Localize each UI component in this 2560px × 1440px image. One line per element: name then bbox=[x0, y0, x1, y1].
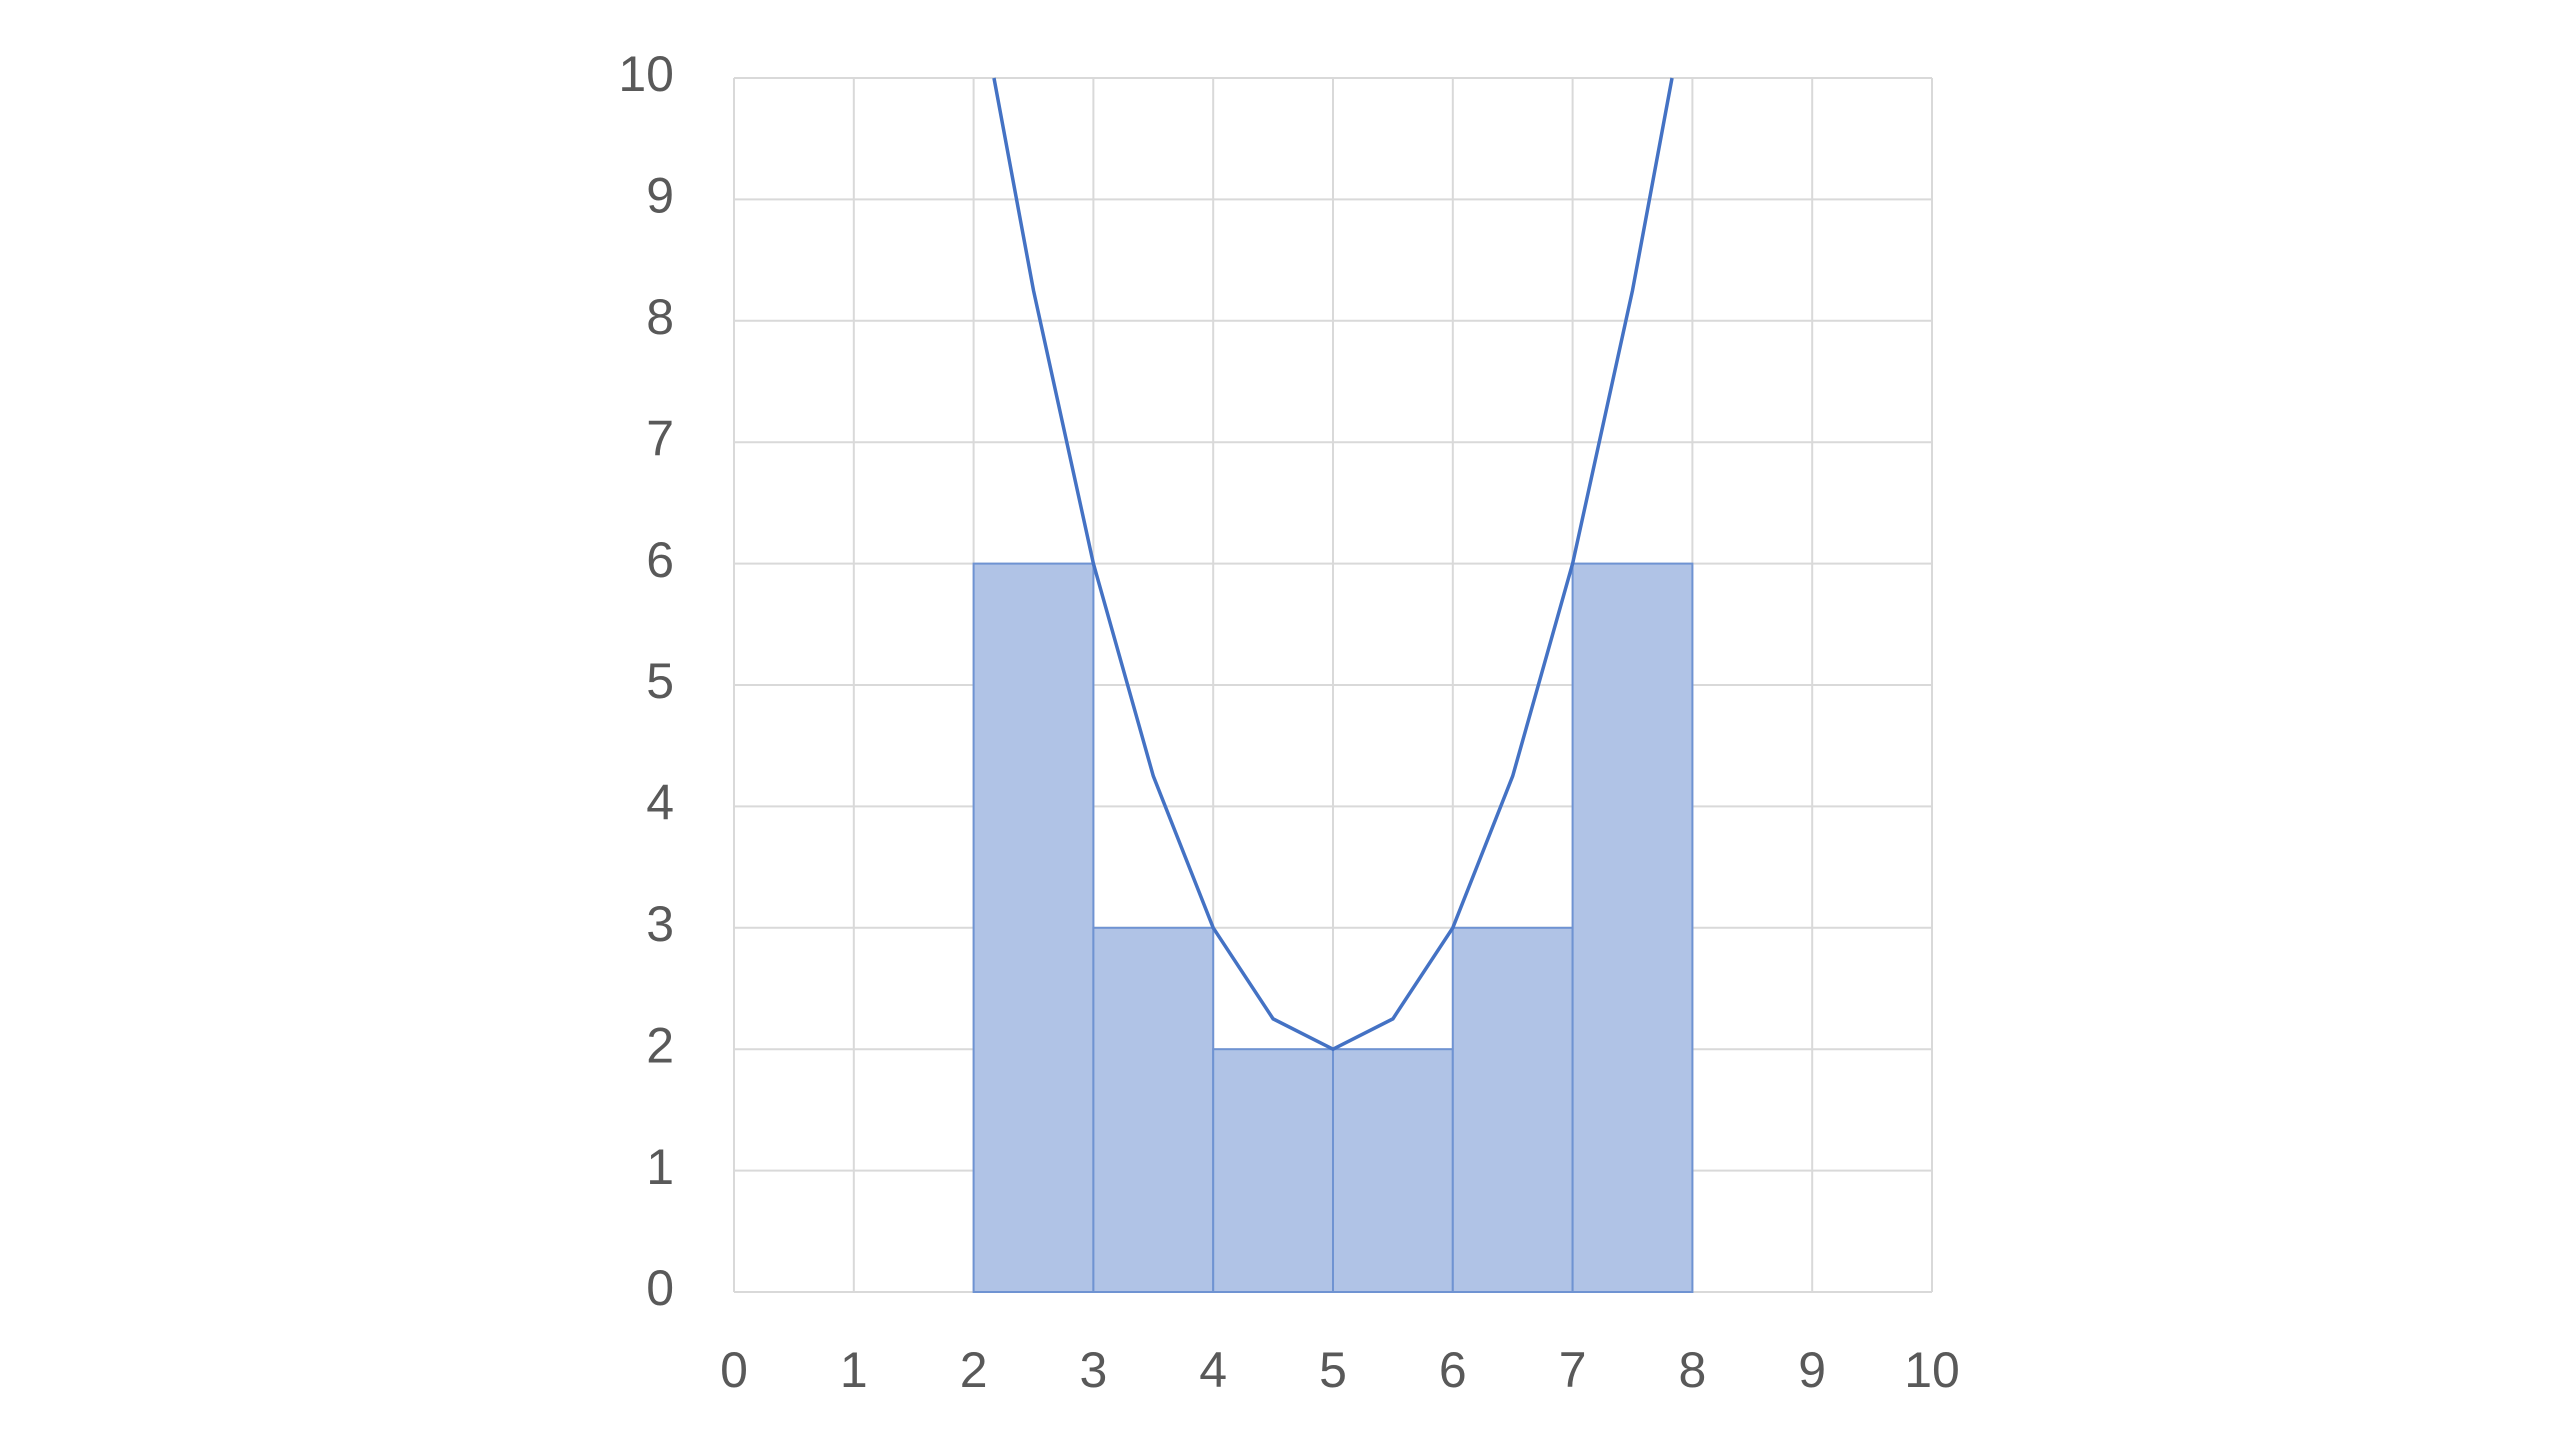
x-tick-label: 5 bbox=[1319, 1342, 1347, 1398]
x-tick-label: 3 bbox=[1079, 1342, 1107, 1398]
bar bbox=[1451, 926, 1574, 1293]
x-tick-label: 10 bbox=[1904, 1342, 1960, 1398]
y-tick-label: 0 bbox=[646, 1260, 674, 1316]
y-tick-label: 5 bbox=[646, 653, 674, 709]
y-tick-label: 10 bbox=[618, 46, 674, 102]
bar bbox=[1571, 562, 1694, 1293]
y-tick-label: 1 bbox=[646, 1139, 674, 1195]
y-tick-label: 9 bbox=[646, 168, 674, 224]
x-tick-label: 0 bbox=[720, 1342, 748, 1398]
y-tick-label: 3 bbox=[646, 896, 674, 952]
bar bbox=[1332, 1048, 1454, 1293]
y-tick-label: 7 bbox=[646, 410, 674, 466]
y-tick-label: 2 bbox=[646, 1017, 674, 1073]
bar bbox=[1092, 926, 1215, 1293]
bar bbox=[1212, 1048, 1334, 1293]
x-tick-label: 4 bbox=[1199, 1342, 1227, 1398]
y-tick-label: 4 bbox=[646, 775, 674, 831]
x-tick-label: 2 bbox=[960, 1342, 988, 1398]
x-tick-label: 1 bbox=[840, 1342, 868, 1398]
x-tick-label: 7 bbox=[1559, 1342, 1587, 1398]
y-tick-label: 6 bbox=[646, 532, 674, 588]
x-tick-label: 6 bbox=[1439, 1342, 1467, 1398]
curve bbox=[992, 77, 1674, 1052]
x-tick-label: 9 bbox=[1798, 1342, 1826, 1398]
bar bbox=[972, 562, 1095, 1293]
y-tick-label: 8 bbox=[646, 289, 674, 345]
x-tick-label: 8 bbox=[1678, 1342, 1706, 1398]
